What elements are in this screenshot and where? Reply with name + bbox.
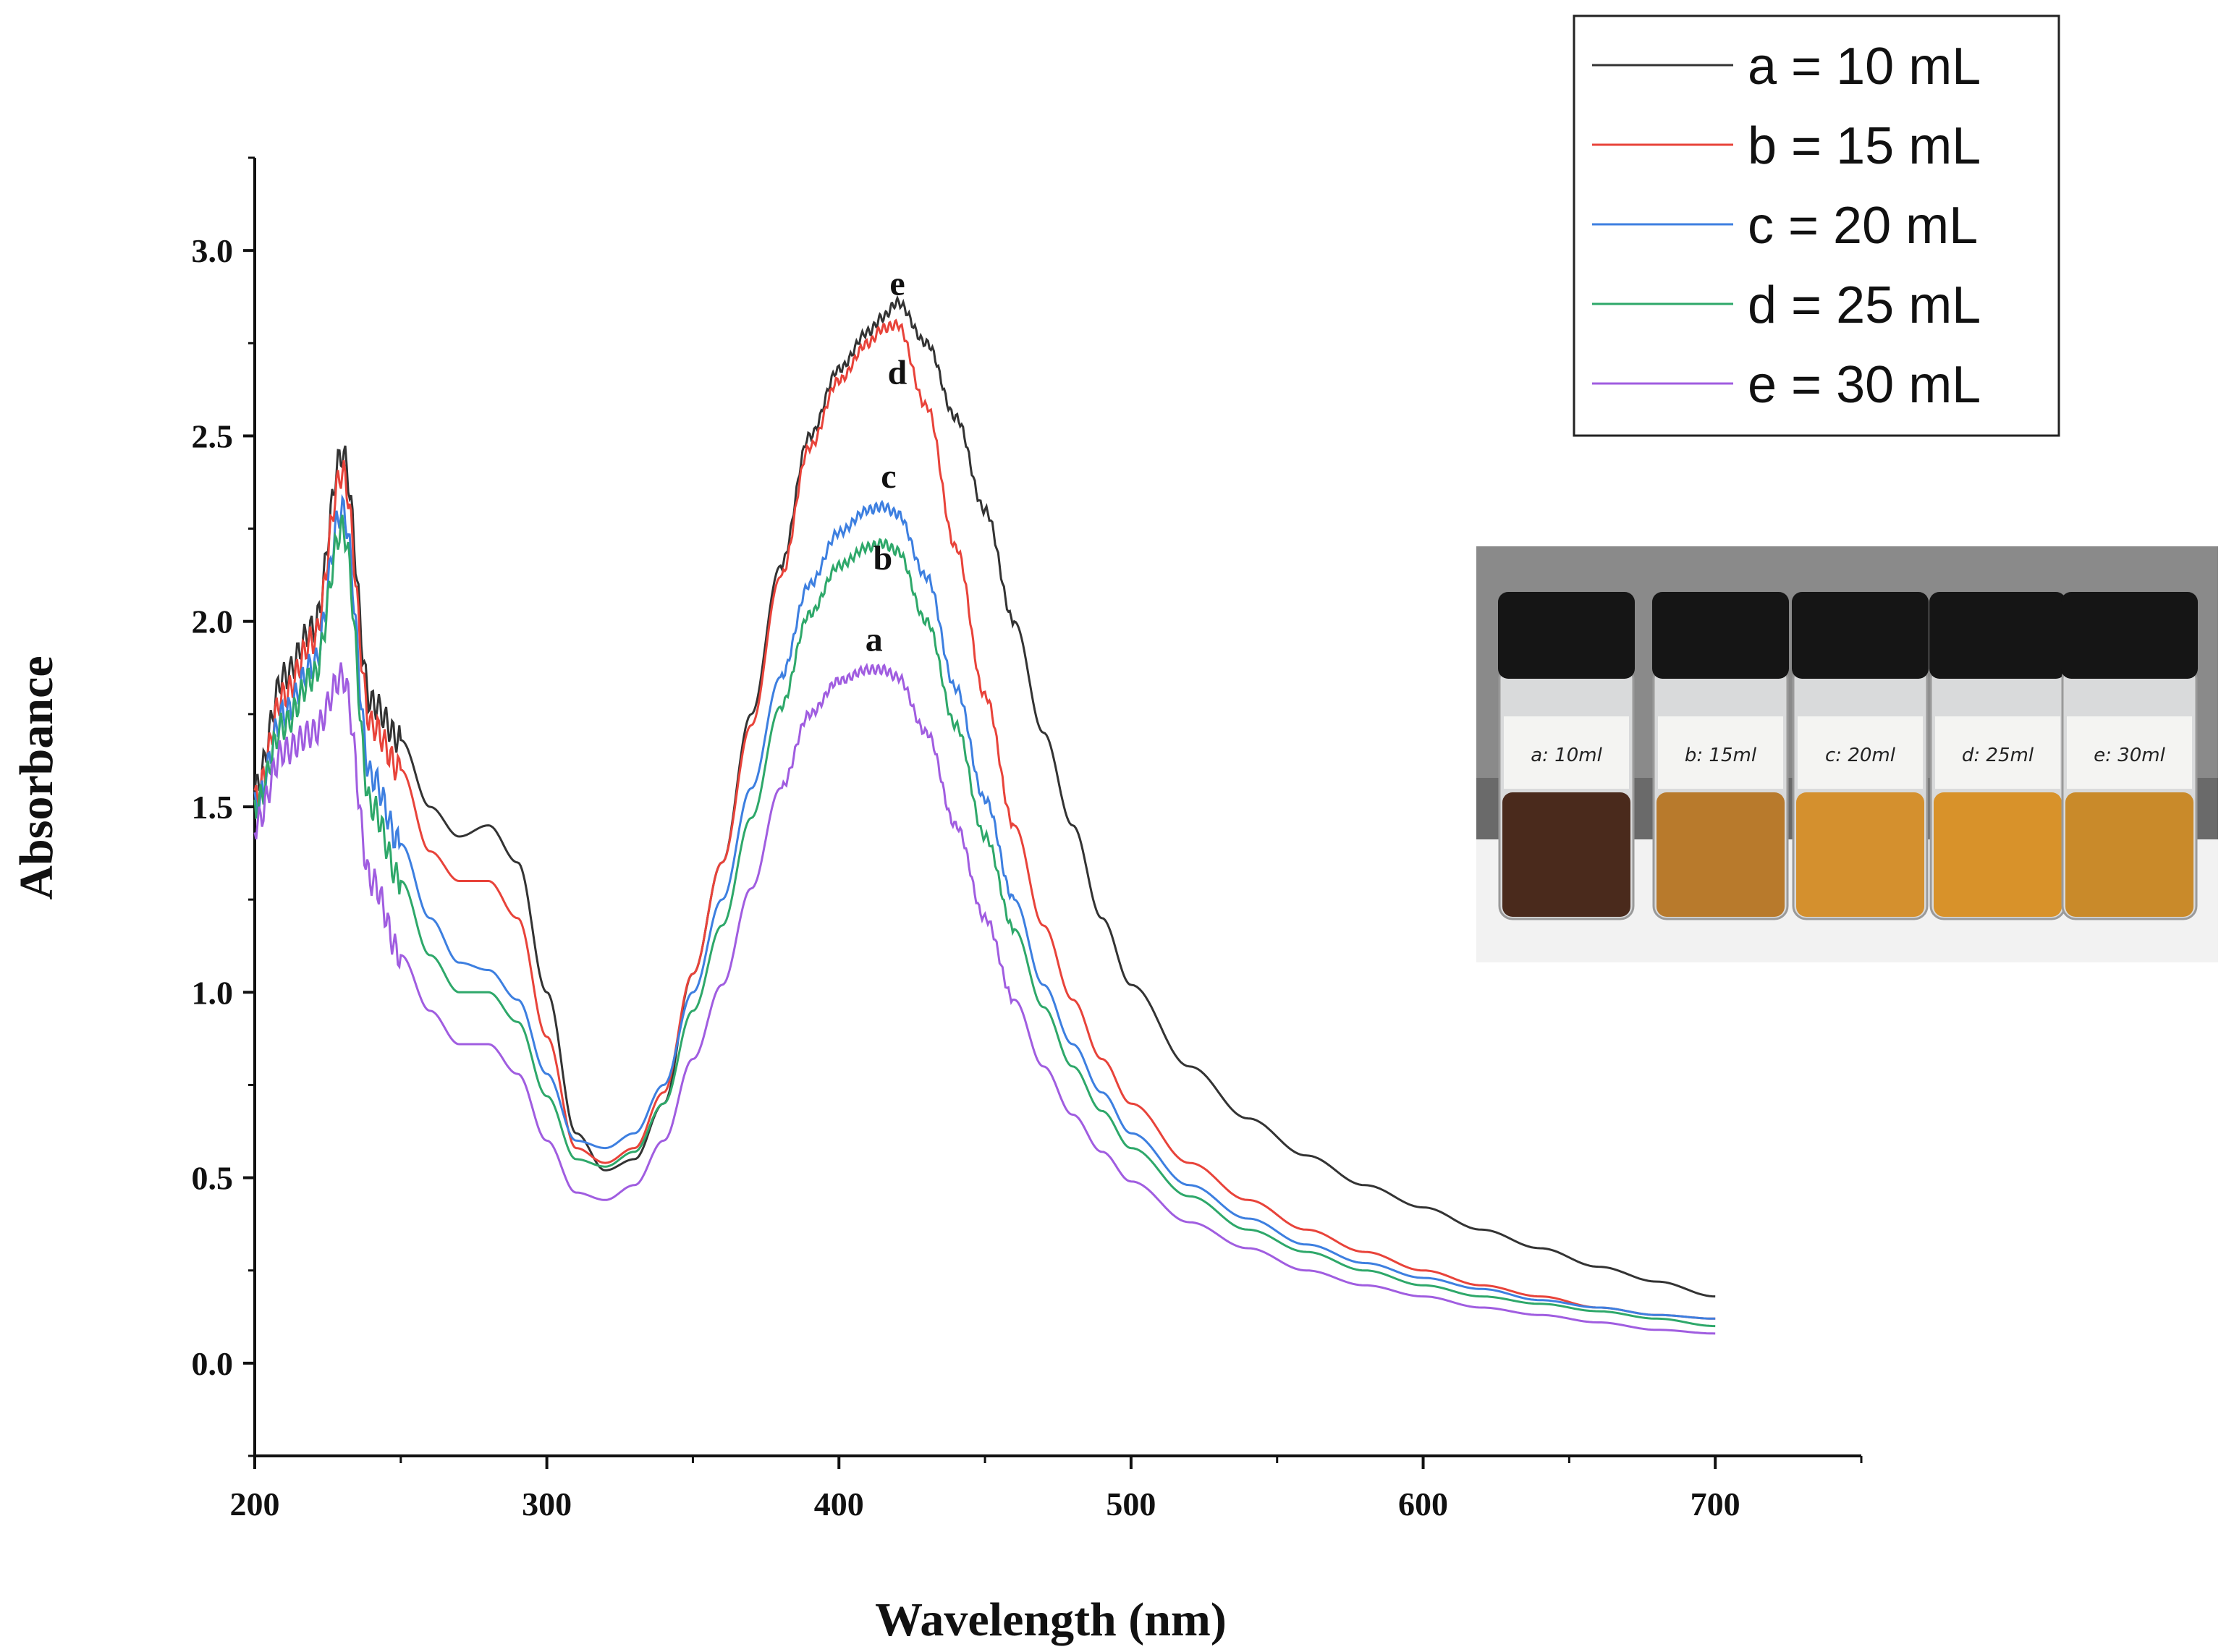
peak-label: e bbox=[889, 265, 905, 303]
vials-photo: a: 10ml b: 15ml c: 20ml d: 25ml e: 30ml bbox=[1476, 546, 2218, 962]
vial-liquid bbox=[1502, 792, 1630, 917]
series-line bbox=[253, 662, 1716, 1335]
vial: d: 25ml bbox=[1929, 592, 2066, 920]
y-tick-label: 0.5 bbox=[192, 1160, 234, 1197]
vial-label: c: 20ml bbox=[1825, 745, 1896, 766]
vial: e: 30ml bbox=[2061, 592, 2198, 920]
vial-label: a: 10ml bbox=[1531, 745, 1602, 766]
vial: a: 10ml bbox=[1498, 592, 1635, 920]
series-line bbox=[253, 318, 1716, 1320]
x-axis-title: Wavelength (nm) bbox=[875, 1593, 1227, 1646]
peak-label: a bbox=[866, 621, 883, 659]
series-line bbox=[253, 494, 1716, 1320]
vial-label-paper bbox=[1935, 716, 2060, 789]
axes: 0.0 0.5 1.0 1.5 2.0 2.5 3.0 200 300 400 500 600 700 bbox=[192, 156, 1863, 1522]
vial-label-paper bbox=[1658, 716, 1783, 789]
legend-box bbox=[1573, 14, 2060, 437]
legend: a = 10 mL b = 15 mL c = 20 mL d = 25 mL e = … bbox=[1573, 14, 2060, 437]
legend-label: a = 10 mL bbox=[1748, 38, 1981, 96]
y-tick-label: 2.5 bbox=[192, 418, 234, 454]
vial-liquid bbox=[2065, 792, 2193, 917]
vial: b: 15ml bbox=[1652, 592, 1789, 920]
vial-liquid bbox=[1934, 792, 2062, 917]
peak-annotations: e d c b a bbox=[866, 265, 907, 659]
vial-cap bbox=[1792, 592, 1929, 679]
y-tick-label: 0.0 bbox=[192, 1345, 234, 1382]
x-tick-label: 300 bbox=[522, 1486, 572, 1522]
y-tick-label: 1.0 bbox=[192, 974, 234, 1011]
legend-label: b = 15 mL bbox=[1748, 117, 1981, 175]
vial-cap bbox=[1929, 592, 2066, 679]
x-tick-label: 400 bbox=[814, 1486, 864, 1522]
series-line bbox=[253, 514, 1716, 1328]
legend-label: e = 30 mL bbox=[1748, 356, 1981, 414]
y-axis-title: Absorbance bbox=[10, 656, 63, 899]
vial-label-paper bbox=[1798, 716, 1923, 789]
vial-cap bbox=[1498, 592, 1635, 679]
vial-label: d: 25ml bbox=[1962, 745, 2034, 766]
vial-liquid bbox=[1796, 792, 1924, 917]
vial-label-paper bbox=[2067, 716, 2192, 789]
vial-cap bbox=[1652, 592, 1789, 679]
vial-label: b: 15ml bbox=[1685, 745, 1757, 766]
y-tick-label: 2.0 bbox=[192, 603, 234, 640]
y-tick-label: 1.5 bbox=[192, 789, 234, 826]
peak-label: d bbox=[888, 354, 907, 392]
vial-label: e: 30ml bbox=[2094, 745, 2165, 766]
x-tick-label: 600 bbox=[1398, 1486, 1448, 1522]
x-tick-label: 700 bbox=[1691, 1486, 1740, 1522]
vial: c: 20ml bbox=[1792, 592, 1929, 920]
y-tick-label: 3.0 bbox=[192, 232, 234, 269]
vial-cap bbox=[2061, 592, 2198, 679]
peak-label: c bbox=[881, 457, 896, 496]
series-layer bbox=[253, 295, 1716, 1335]
vial-label-paper bbox=[1504, 716, 1629, 789]
series-line bbox=[253, 295, 1716, 1298]
vial-liquid bbox=[1657, 792, 1785, 917]
legend-label: d = 25 mL bbox=[1748, 276, 1981, 334]
legend-label: c = 20 mL bbox=[1748, 197, 1978, 255]
x-tick-label: 200 bbox=[230, 1486, 280, 1522]
x-tick-label: 500 bbox=[1106, 1486, 1156, 1522]
peak-label: b bbox=[873, 539, 892, 577]
